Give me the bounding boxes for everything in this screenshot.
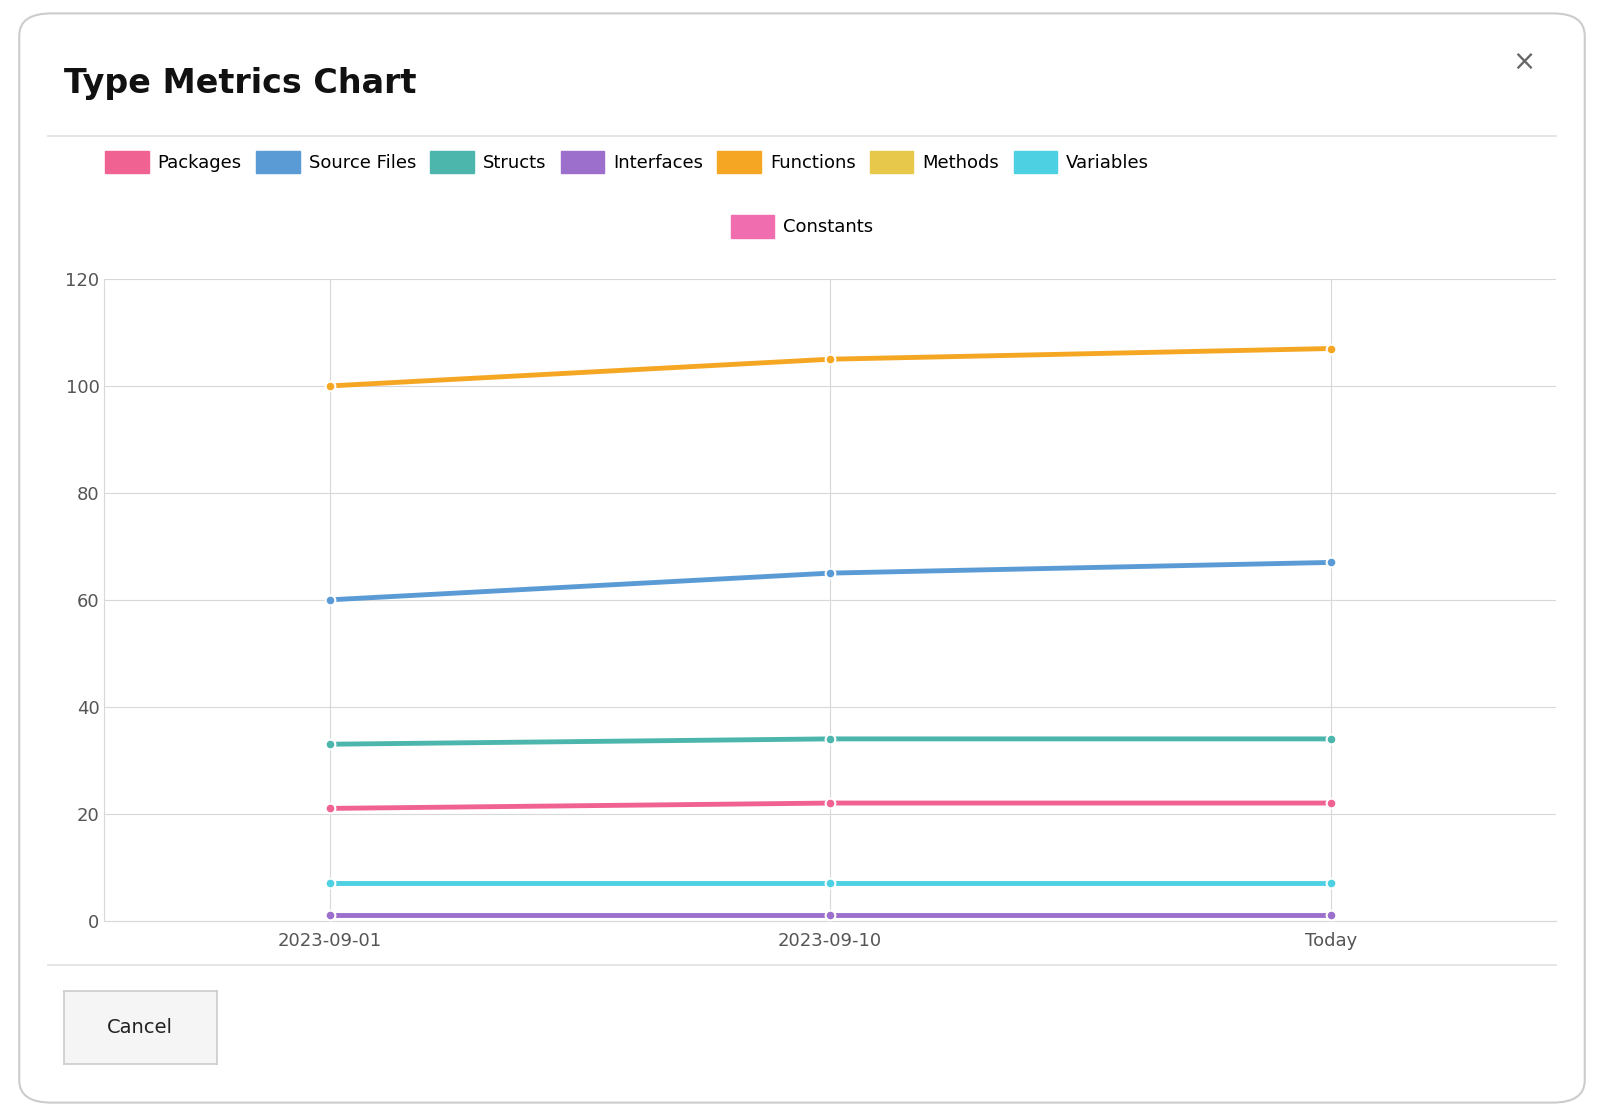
Text: ×: × (1513, 47, 1535, 76)
Text: Cancel: Cancel (107, 1018, 173, 1037)
Legend: Constants: Constants (731, 215, 873, 238)
Text: Type Metrics Chart: Type Metrics Chart (64, 67, 417, 100)
Legend: Packages, Source Files, Structs, Interfaces, Functions, Methods, Variables: Packages, Source Files, Structs, Interfa… (106, 151, 1148, 173)
